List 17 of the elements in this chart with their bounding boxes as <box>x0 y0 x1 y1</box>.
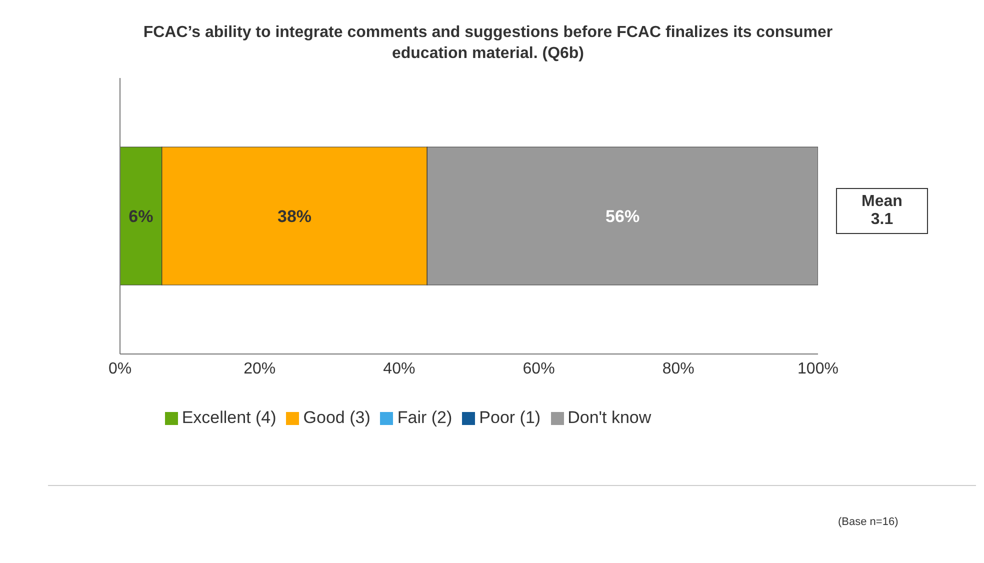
data-label: 6% <box>128 207 154 226</box>
legend-label: Don't know <box>568 408 652 427</box>
legend-label: Fair (2) <box>397 408 452 427</box>
data-label: 56% <box>606 207 640 226</box>
text: Mean 3.1 <box>836 188 928 234</box>
x-tick-label: 60% <box>522 360 555 378</box>
chart-title: FCAC’s ability to integrate comments and suggestions before FCAC finalizes its consumer education material. (Q6b) <box>142 23 834 64</box>
x-tick-label: 20% <box>244 360 276 378</box>
x-tick-label: 100% <box>798 360 838 378</box>
x-tick-label: 0% <box>108 360 132 378</box>
legend-label: Excellent (4) <box>182 408 276 427</box>
x-tick-label: 80% <box>662 360 694 378</box>
legend-label: Good (3) <box>303 408 370 427</box>
legend-label: Poor (1) <box>479 408 541 427</box>
x-tick-label: 40% <box>383 360 416 378</box>
data-label: 38% <box>277 207 312 226</box>
text: (Base n=16) <box>838 516 898 528</box>
